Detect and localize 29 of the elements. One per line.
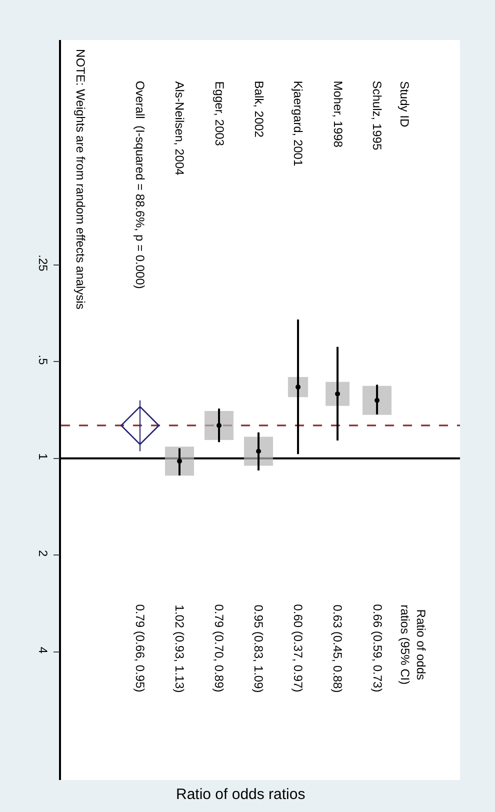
x-tick-label: Egger, 2003 — [212, 81, 226, 146]
y-tick-label: .25 — [36, 254, 50, 272]
text: Study ID — [397, 81, 412, 128]
text: 0.60 (0.37, 0.97) — [291, 604, 306, 692]
point — [177, 458, 182, 464]
x-tick-label: Moher, 1998 — [330, 80, 345, 148]
text: Ratio of odds ratios (95% CI) — [398, 604, 428, 685]
text: 1.02 (0.93, 1.13) — [172, 604, 187, 693]
x-tick-label: Als-Neilsen, 2004 — [172, 81, 186, 176]
point — [374, 398, 380, 403]
x-tick-label: Balk, 2002 — [252, 80, 266, 138]
x-tick-label: Schulz, 1995 — [370, 80, 384, 150]
text: Ratio of odds ratios — [176, 786, 306, 803]
y-tick-label: .5 — [36, 354, 50, 366]
point — [120, 406, 160, 445]
point — [216, 422, 222, 428]
point — [335, 391, 340, 396]
x-tick-label: Kjaergard, 2001 — [290, 80, 305, 166]
text: 0.63 (0.45, 0.88) — [330, 604, 345, 693]
text: 0.79 (0.66, 0.95) — [133, 604, 148, 692]
text: 0.79 (0.70, 0.89) — [212, 604, 226, 692]
y-tick-label: 1 — [36, 453, 50, 460]
y-tick-label: 2 — [36, 550, 50, 558]
text: 0.95 (0.83, 1.09) — [252, 604, 266, 693]
text: 0.66 (0.59, 0.73) — [370, 604, 384, 692]
text: NOTE: Weights are from random effects analysis — [74, 49, 88, 310]
point — [256, 448, 262, 454]
y-tick-label: 4 — [36, 646, 50, 654]
x-tick-label: Overall (I-squared = 88.6%, p = 0.000) — [132, 80, 147, 289]
